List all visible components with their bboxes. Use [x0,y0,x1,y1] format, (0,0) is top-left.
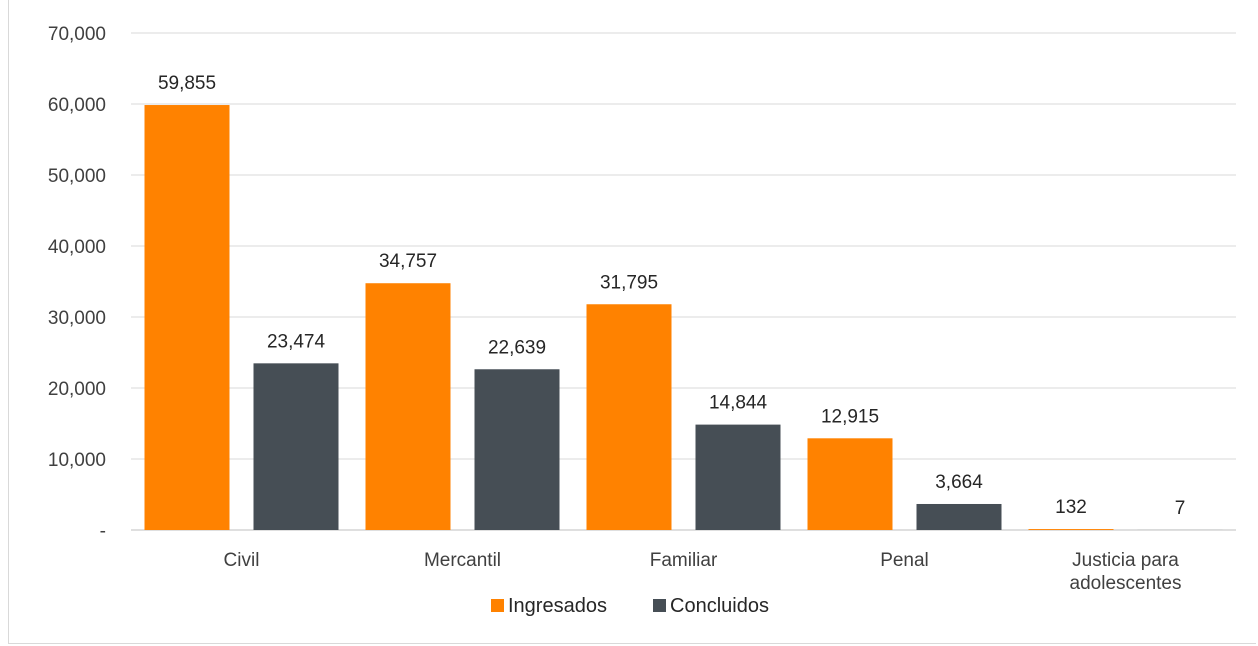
bar-concluidos-1 [474,369,560,530]
category-label-line: Penal [880,550,929,571]
y-tick-label: 50,000 [48,166,106,187]
chart-frame [8,0,1256,644]
bar-ingresados-3 [807,438,893,530]
y-tick-label: 10,000 [48,450,106,471]
category-label-line: Civil [224,550,260,571]
data-label: 132 [1055,497,1087,518]
category-label: Justicia para adolescentes [1070,550,1182,594]
y-tick-label: - [100,521,106,542]
category-label-line: adolescentes [1070,573,1182,594]
y-tick-label: 60,000 [48,95,106,116]
category-label-line: Justicia para [1072,550,1179,571]
bar-concluidos-3 [916,503,1002,530]
bar-ingresados-1 [365,283,451,530]
category-label-line: Mercantil [424,550,501,571]
y-tick-label: 70,000 [48,24,106,45]
bar-concluidos-2 [695,424,781,530]
bar-concluidos-0 [253,363,339,530]
legend-label: Concluidos [670,595,769,617]
legend-swatch-ingresados [491,599,504,612]
bar-ingresados-2 [586,304,672,530]
category-label: Penal [880,550,929,571]
bar-ingresados-0 [144,105,230,530]
category-label: Mercantil [424,550,501,571]
data-label: 14,844 [709,393,768,414]
category-label: Civil [224,550,260,571]
legend-label: Ingresados [508,595,607,617]
data-label: 31,795 [600,272,658,293]
data-label: 22,639 [488,337,546,358]
data-label: 7 [1175,498,1186,519]
data-label: 12,915 [821,406,879,427]
data-label: 59,855 [158,73,216,94]
data-label: 3,664 [935,472,983,493]
legend-swatch-concluidos [653,599,666,612]
y-tick-label: 40,000 [48,237,106,258]
data-label: 34,757 [379,251,437,272]
category-label: Familiar [650,550,718,571]
category-label-line: Familiar [650,550,718,571]
y-tick-label: 30,000 [48,308,106,329]
data-label: 23,474 [267,331,326,352]
y-tick-label: 20,000 [48,379,106,400]
bar-ingresados-4 [1028,529,1114,530]
